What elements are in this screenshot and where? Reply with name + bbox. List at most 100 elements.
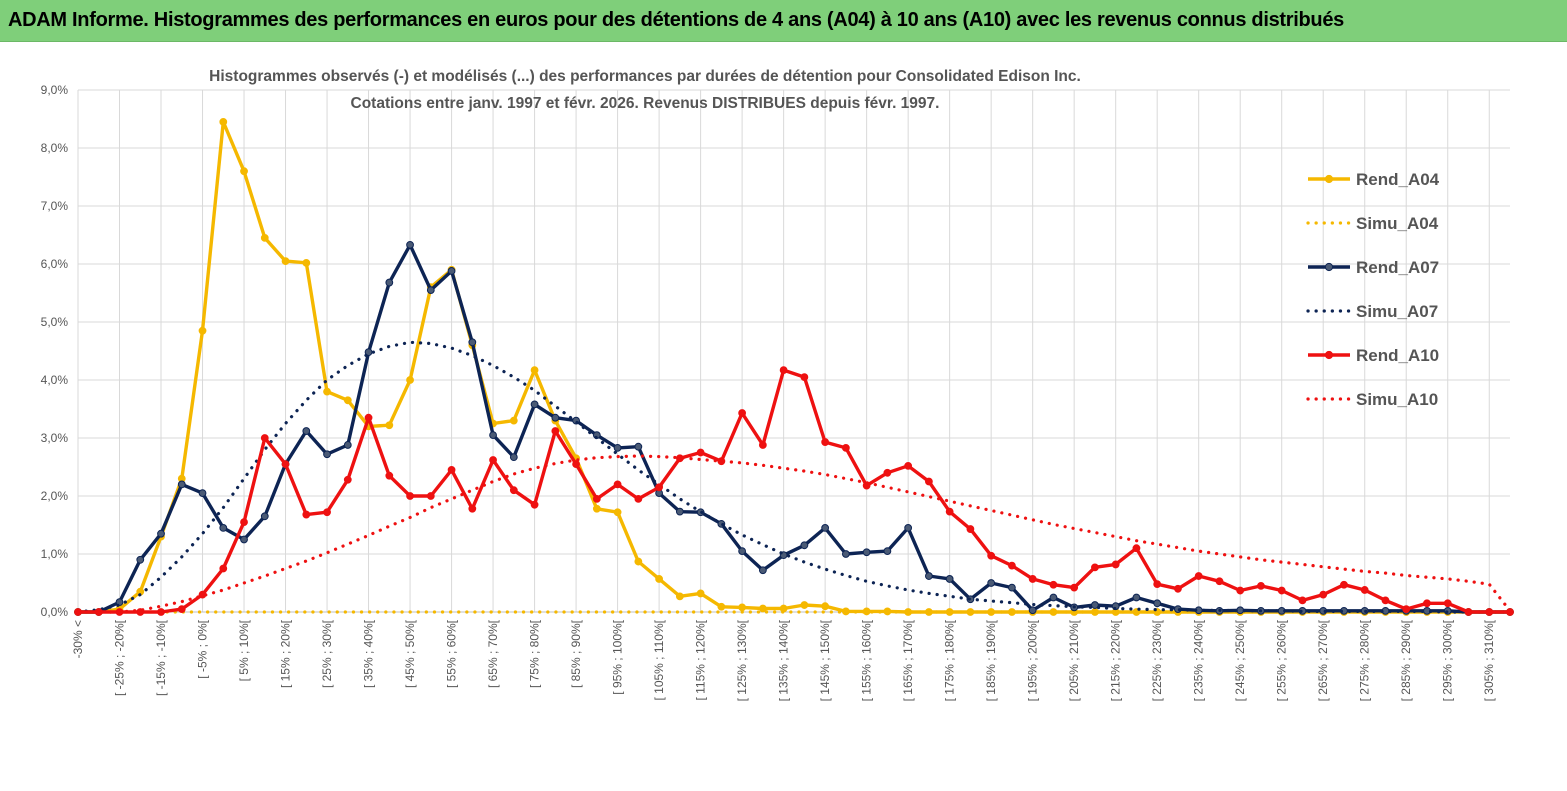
data-point [551, 413, 560, 422]
data-point [323, 387, 331, 396]
data-point [904, 461, 913, 470]
data-point [426, 286, 435, 295]
legend-item-Rend_A10: Rend_A10 [1308, 346, 1439, 365]
data-point [1340, 580, 1348, 589]
data-point [219, 118, 228, 126]
data-point [758, 566, 767, 575]
series-line-Rend_A10 [78, 368, 1510, 614]
x-tick-label: [ -5% ; 0%[ [196, 619, 210, 678]
x-tick-label: [ 95% ; 100%[ [611, 619, 625, 694]
data-point [1423, 599, 1431, 608]
series-Rend_A10 [74, 366, 1514, 616]
data-point [530, 500, 539, 509]
data-point [1194, 572, 1203, 580]
legend-label: Simu_A04 [1356, 214, 1439, 233]
data-point [1049, 580, 1058, 589]
data-point [655, 483, 664, 492]
data-point [468, 338, 477, 347]
data-point [696, 589, 705, 598]
data-point [240, 167, 248, 176]
x-tick-label: [ 15% ; 20%[ [279, 619, 293, 688]
y-tick-label: 9,0% [41, 83, 69, 97]
x-tick-label: [ -15% ; -10%[ [154, 619, 168, 696]
y-tick-label: 8,0% [41, 141, 69, 155]
data-point [1443, 599, 1452, 608]
data-point [260, 434, 269, 442]
x-tick-label: [ 165% ; 170%[ [901, 619, 915, 701]
series-line-Simu_A10 [76, 454, 1512, 614]
data-point [634, 495, 643, 503]
data-point [1132, 544, 1141, 553]
data-point [945, 507, 954, 516]
x-tick-label: [ 65% ; 70%[ [486, 619, 500, 688]
data-point [1257, 582, 1265, 590]
data-point [738, 603, 747, 612]
data-point [489, 431, 497, 440]
data-point [509, 486, 518, 495]
y-tick-label: 2,0% [41, 489, 69, 503]
data-point [655, 575, 664, 583]
data-point [1319, 590, 1328, 599]
data-point [966, 525, 975, 533]
data-point [821, 438, 830, 446]
data-point [717, 602, 726, 611]
data-point [821, 602, 830, 611]
data-point [1008, 583, 1016, 592]
axes: 0,0% 1,0% 2,0% 3,0% 4,0% 5,0% 6,0% 7,0% 8,0% 9,0%… [41, 83, 1510, 701]
data-point [800, 373, 809, 382]
data-point [634, 442, 643, 451]
data-point [1049, 593, 1058, 602]
data-point [1277, 586, 1286, 595]
chart-title-line: Cotations entre janv. 1997 et févr. 2026… [351, 95, 940, 112]
x-tick-label: [ 275% ; 280%[ [1358, 619, 1372, 701]
x-tick-label: [ 285% ; 290%[ [1399, 619, 1413, 701]
data-point [758, 441, 767, 449]
x-tick-label: [ 305% ; 310%[ [1482, 619, 1496, 701]
data-point [177, 480, 186, 489]
series-line-Rend_A07 [78, 243, 1510, 614]
x-tick-label: [ 115% ; 120%[ [694, 619, 708, 700]
data-point [509, 453, 518, 462]
data-point [426, 492, 435, 500]
x-tick-label: [ 5% ; 10%[ [237, 619, 251, 681]
data-point [1298, 596, 1307, 605]
data-point [240, 535, 248, 544]
legend-label: Simu_A07 [1356, 302, 1438, 321]
y-tick-label: 6,0% [41, 257, 69, 271]
data-point [1402, 605, 1411, 613]
report-title: ADAM Informe. Histogrammes des performan… [8, 9, 1344, 31]
x-tick-label: [ 215% ; 220%[ [1109, 619, 1123, 701]
data-point [1153, 580, 1162, 589]
data-point [551, 427, 560, 435]
data-point [1174, 584, 1182, 593]
legend-item-Rend_A07: Rend_A07 [1308, 258, 1439, 277]
x-tick-label: [ 25% ; 30%[ [320, 619, 334, 688]
legend-item-Simu_A07: Simu_A07 [1306, 302, 1438, 321]
data-point [136, 555, 145, 564]
data-point [406, 492, 414, 500]
data-point [260, 512, 269, 521]
data-point [530, 400, 539, 409]
series-line-Simu_A07 [76, 340, 1512, 614]
data-point [1153, 599, 1162, 608]
data-point [883, 468, 892, 477]
x-tick-label: [ 35% ; 40%[ [362, 619, 376, 688]
data-point [945, 575, 954, 583]
x-tick-label: [ 55% ; 60%[ [445, 619, 459, 688]
series-Rend_A07 [74, 240, 1514, 616]
data-point [302, 258, 311, 267]
data-point [302, 427, 311, 435]
report-header: ADAM Informe. Histogrammes des performan… [0, 0, 1567, 42]
data-point [862, 548, 871, 557]
series-Simu_A10 [76, 454, 1512, 614]
data-point [904, 524, 913, 532]
data-point [323, 450, 331, 459]
x-tick-label: [ 255% ; 260%[ [1275, 619, 1289, 701]
data-point [675, 592, 684, 601]
data-point [613, 480, 622, 489]
data-point [1360, 586, 1369, 594]
x-tick-label: [ 265% ; 270%[ [1316, 619, 1330, 701]
data-point [1215, 577, 1224, 586]
data-point [385, 471, 394, 480]
data-point [364, 413, 373, 422]
